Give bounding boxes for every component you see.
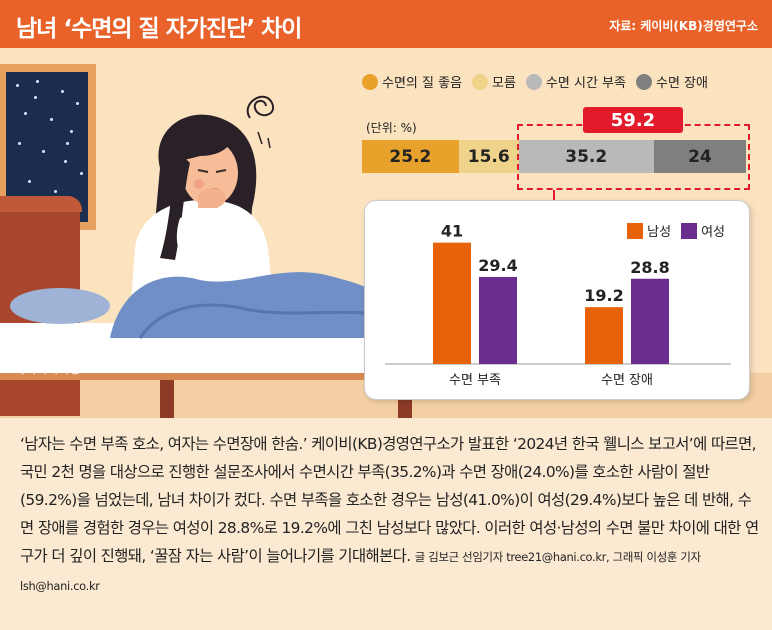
- stacked-segment-label: 15.6: [467, 146, 510, 167]
- stacked-segment-label: 35.2: [565, 146, 608, 167]
- star-icon: [54, 190, 57, 193]
- page-title: 남녀 ‘수면의 질 자가진단’ 차이: [16, 16, 302, 42]
- highlight-total-badge: 59.2: [583, 107, 683, 133]
- bar-male: [585, 307, 623, 364]
- star-icon: [76, 102, 79, 105]
- bar-female: [479, 276, 517, 364]
- x-tick-label: 수면 장애: [601, 373, 653, 388]
- stacked-segment-label: 24: [688, 146, 712, 167]
- article-byline: 글 김보근 선임기자 tree21@hani.co.kr, 그래픽 이성훈 기자…: [20, 550, 701, 593]
- legend-swatch-normal: [472, 73, 489, 90]
- bar-male: [433, 242, 471, 364]
- bed-leg: [160, 380, 174, 418]
- legend-label-short: 수면 시간 부족: [545, 76, 626, 91]
- tired-woman-illustration: [10, 95, 410, 339]
- gender-bar-chart: 41 29.4 수면 부족 19.2 28.8 수면 장애: [385, 222, 731, 388]
- star-icon: [16, 84, 19, 87]
- gender-chart-panel: 남성 여성 41 29.4 수면 부족 19.2 28.8 수면 장애: [364, 200, 750, 400]
- highlight-box: [517, 124, 750, 190]
- star-icon: [70, 130, 73, 133]
- stacked-bar: 25.2 15.6 35.2 24: [362, 140, 746, 173]
- legend-swatch-short: [525, 73, 542, 90]
- legend-label-disorder: 수면 장애: [655, 76, 708, 91]
- legend-item-female: 여성: [681, 221, 725, 240]
- legend-swatch-female: [681, 222, 698, 239]
- legend-label-male: 남성: [647, 225, 672, 240]
- bar-value-label: 41: [441, 222, 463, 241]
- stacked-segment-normal: 15.6: [458, 140, 519, 173]
- legend-swatch-male: [627, 222, 644, 239]
- star-icon: [24, 112, 27, 115]
- legend-swatch-good: [362, 73, 378, 90]
- image-credit: 게티이미지뱅크: [14, 362, 92, 376]
- unit-label: (단위: %): [366, 121, 417, 135]
- legend-label-normal: 모름: [492, 76, 516, 91]
- stacked-segment-disorder: 24: [653, 140, 746, 173]
- legend-item-good: 수면의 질 좋음: [362, 72, 462, 91]
- chart-legend: 수면의 질 좋음 모름 수면 시간 부족 수면 장애: [362, 72, 708, 91]
- star-icon: [18, 142, 21, 145]
- stacked-segment-good: 25.2: [362, 140, 459, 173]
- bar-value-label: 29.4: [478, 256, 517, 275]
- legend-item-male: 남성: [627, 221, 671, 240]
- bar-value-label: 28.8: [630, 258, 669, 277]
- legend-swatch-disorder: [635, 73, 652, 90]
- article-body: ‘남자는 수면 부족 호소, 여자는 수면장애 한숨.’ 케이비(KB)경영연구…: [20, 435, 759, 565]
- legend-label-good: 수면의 질 좋음: [382, 76, 463, 91]
- legend-item-short: 수면 시간 부족: [525, 72, 626, 91]
- star-icon: [66, 142, 69, 145]
- star-icon: [36, 80, 39, 83]
- legend-label-female: 여성: [701, 225, 725, 240]
- source-label: 자료: 케이비(KB)경영연구소: [609, 19, 758, 33]
- star-icon: [61, 90, 64, 93]
- legend-item-disorder: 수면 장애: [635, 72, 708, 91]
- star-icon: [34, 96, 37, 99]
- legend-item-normal: 모름: [472, 72, 516, 91]
- star-icon: [50, 118, 53, 121]
- x-tick-label: 수면 부족: [449, 373, 501, 388]
- star-icon: [28, 180, 31, 183]
- stacked-segment-label: 25.2: [389, 146, 432, 167]
- star-icon: [42, 150, 45, 153]
- star-icon: [80, 172, 83, 175]
- star-icon: [64, 160, 67, 163]
- bed-headboard-top: [0, 196, 82, 212]
- highlight-connector: [553, 190, 555, 208]
- header-bar: 남녀 ‘수면의 질 자가진단’ 차이 자료: 케이비(KB)경영연구소: [0, 0, 772, 48]
- gender-legend: 남성 여성: [627, 221, 725, 240]
- article-text: ‘남자는 수면 부족 호소, 여자는 수면장애 한숨.’ 케이비(KB)경영연구…: [20, 430, 760, 600]
- bar-value-label: 19.2: [584, 286, 623, 305]
- stacked-segment-short: 35.2: [518, 140, 654, 173]
- bar-female: [631, 278, 669, 364]
